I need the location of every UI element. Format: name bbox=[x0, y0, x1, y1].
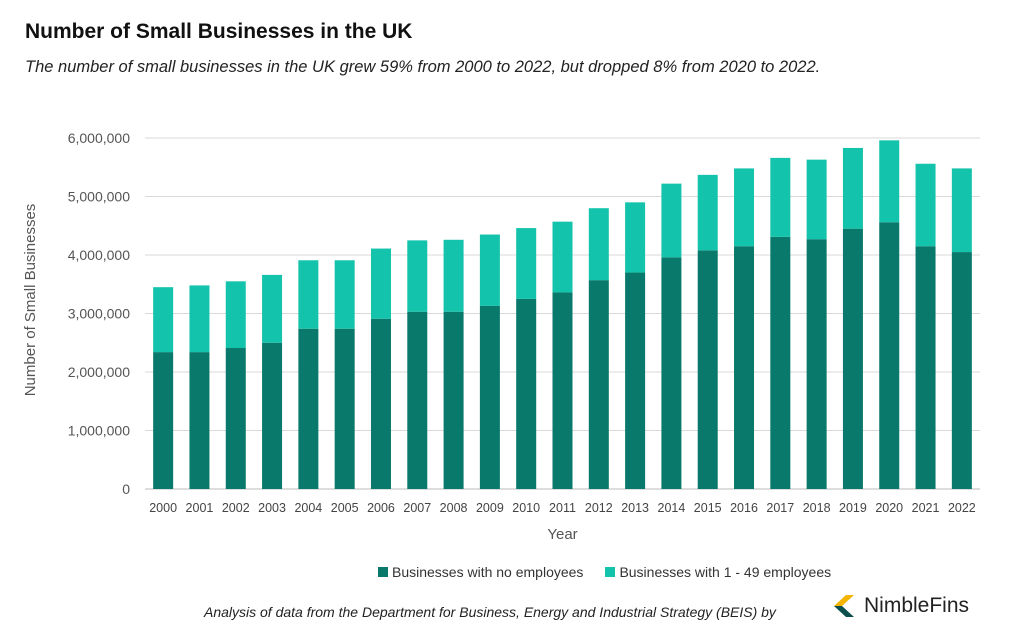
bar-no-employees-2005 bbox=[334, 328, 355, 489]
bar-no-employees-2021 bbox=[915, 246, 936, 489]
bar-no-employees-2011 bbox=[552, 292, 573, 489]
bar-1-49-employees-2001 bbox=[189, 285, 210, 353]
bar-1-49-employees-2012 bbox=[588, 208, 609, 281]
x-tick-label: 2008 bbox=[440, 501, 468, 515]
x-tick-label: 2009 bbox=[476, 501, 504, 515]
y-tick-label: 2,000,000 bbox=[68, 364, 130, 380]
bar-no-employees-2017 bbox=[770, 236, 791, 489]
x-tick-label: 2000 bbox=[149, 501, 177, 515]
x-axis-label: Year bbox=[547, 526, 577, 543]
logo: NimbleFins bbox=[832, 594, 969, 618]
bar-no-employees-2001 bbox=[189, 352, 210, 489]
bar-no-employees-2002 bbox=[225, 348, 246, 489]
bar-1-49-employees-2002 bbox=[225, 281, 246, 349]
x-tick-label: 2001 bbox=[186, 501, 214, 515]
y-tick-label: 6,000,000 bbox=[68, 130, 130, 146]
x-tick-label: 2022 bbox=[948, 501, 976, 515]
bar-no-employees-2016 bbox=[734, 246, 755, 489]
x-tick-label: 2005 bbox=[331, 501, 359, 515]
x-tick-label: 2004 bbox=[294, 501, 322, 515]
bar-1-49-employees-2015 bbox=[697, 174, 718, 251]
bar-no-employees-2006 bbox=[370, 318, 391, 489]
x-tick-label: 2007 bbox=[403, 501, 431, 515]
x-tick-label: 2011 bbox=[549, 501, 576, 515]
y-tick-label: 5,000,000 bbox=[68, 189, 130, 205]
y-axis-label: Number of Small Businesses bbox=[22, 204, 39, 397]
bar-1-49-employees-2013 bbox=[625, 202, 646, 273]
x-tick-label: 2018 bbox=[803, 501, 831, 515]
legend-swatch bbox=[378, 567, 388, 577]
legend-label: Businesses with 1 - 49 employees bbox=[619, 564, 832, 580]
bar-1-49-employees-2007 bbox=[407, 240, 428, 312]
bar-1-49-employees-2010 bbox=[516, 228, 537, 299]
bar-no-employees-2018 bbox=[806, 239, 827, 489]
x-tick-label: 2017 bbox=[766, 501, 794, 515]
footer-source: Analysis of data from the Department for… bbox=[204, 604, 776, 620]
bar-1-49-employees-2016 bbox=[734, 168, 755, 247]
x-tick-label: 2013 bbox=[621, 501, 649, 515]
logo-text: NimbleFins bbox=[864, 594, 970, 617]
bar-1-49-employees-2009 bbox=[479, 234, 500, 306]
bar-1-49-employees-2000 bbox=[153, 287, 174, 353]
legend-item-1-49-employees: Businesses with 1 - 49 employees bbox=[605, 564, 831, 580]
bar-1-49-employees-2003 bbox=[262, 274, 283, 343]
bar-1-49-employees-2020 bbox=[879, 140, 900, 223]
bar-1-49-employees-2008 bbox=[443, 239, 464, 312]
legend: Businesses with no employees Businesses … bbox=[378, 564, 831, 580]
bar-1-49-employees-2006 bbox=[370, 248, 391, 319]
x-tick-label: 2021 bbox=[912, 501, 940, 515]
bar-no-employees-2015 bbox=[697, 250, 718, 489]
bar-no-employees-2004 bbox=[298, 328, 319, 489]
bar-1-49-employees-2019 bbox=[842, 147, 863, 229]
bar-no-employees-2020 bbox=[879, 222, 900, 490]
bar-1-49-employees-2011 bbox=[552, 221, 573, 293]
x-tick-label: 2020 bbox=[875, 501, 903, 515]
y-tick-label: 0 bbox=[122, 481, 130, 497]
bar-no-employees-2022 bbox=[951, 252, 972, 489]
chart-title: Number of Small Businesses in the UK bbox=[25, 20, 413, 43]
x-tick-label: 2019 bbox=[839, 501, 867, 515]
bar-1-49-employees-2014 bbox=[661, 183, 682, 258]
legend-item-no-employees: Businesses with no employees bbox=[378, 564, 583, 580]
bar-no-employees-2008 bbox=[443, 311, 464, 489]
x-tick-label: 2006 bbox=[367, 501, 395, 515]
y-tick-label: 4,000,000 bbox=[68, 247, 130, 263]
nimblefins-logo-icon bbox=[834, 595, 854, 617]
x-tick-label: 2003 bbox=[258, 501, 286, 515]
bar-no-employees-2012 bbox=[588, 280, 609, 489]
bar-1-49-employees-2018 bbox=[806, 159, 827, 240]
chart-subtitle: The number of small businesses in the UK… bbox=[25, 58, 821, 76]
bar-1-49-employees-2017 bbox=[770, 157, 791, 237]
x-tick-label: 2015 bbox=[694, 501, 722, 515]
bar-1-49-employees-2005 bbox=[334, 260, 355, 329]
x-tick-label: 2016 bbox=[730, 501, 758, 515]
x-tick-label: 2002 bbox=[222, 501, 250, 515]
y-tick-label: 1,000,000 bbox=[68, 423, 130, 439]
bar-no-employees-2003 bbox=[262, 342, 283, 489]
bar-1-49-employees-2004 bbox=[298, 260, 319, 329]
x-tick-label: 2010 bbox=[512, 501, 540, 515]
bar-1-49-employees-2021 bbox=[915, 163, 936, 247]
bar-no-employees-2013 bbox=[625, 272, 646, 489]
bar-1-49-employees-2022 bbox=[951, 168, 972, 253]
bar-no-employees-2019 bbox=[842, 228, 863, 490]
bar-no-employees-2007 bbox=[407, 311, 428, 489]
x-tick-label: 2014 bbox=[658, 501, 686, 515]
legend-swatch bbox=[605, 567, 616, 577]
y-tick-label: 3,000,000 bbox=[68, 306, 130, 322]
x-tick-label: 2012 bbox=[585, 501, 613, 515]
bar-no-employees-2014 bbox=[661, 257, 682, 489]
bar-no-employees-2000 bbox=[153, 352, 174, 489]
bar-no-employees-2009 bbox=[479, 305, 500, 489]
bar-no-employees-2010 bbox=[516, 298, 537, 489]
legend-label: Businesses with no employees bbox=[392, 564, 584, 580]
